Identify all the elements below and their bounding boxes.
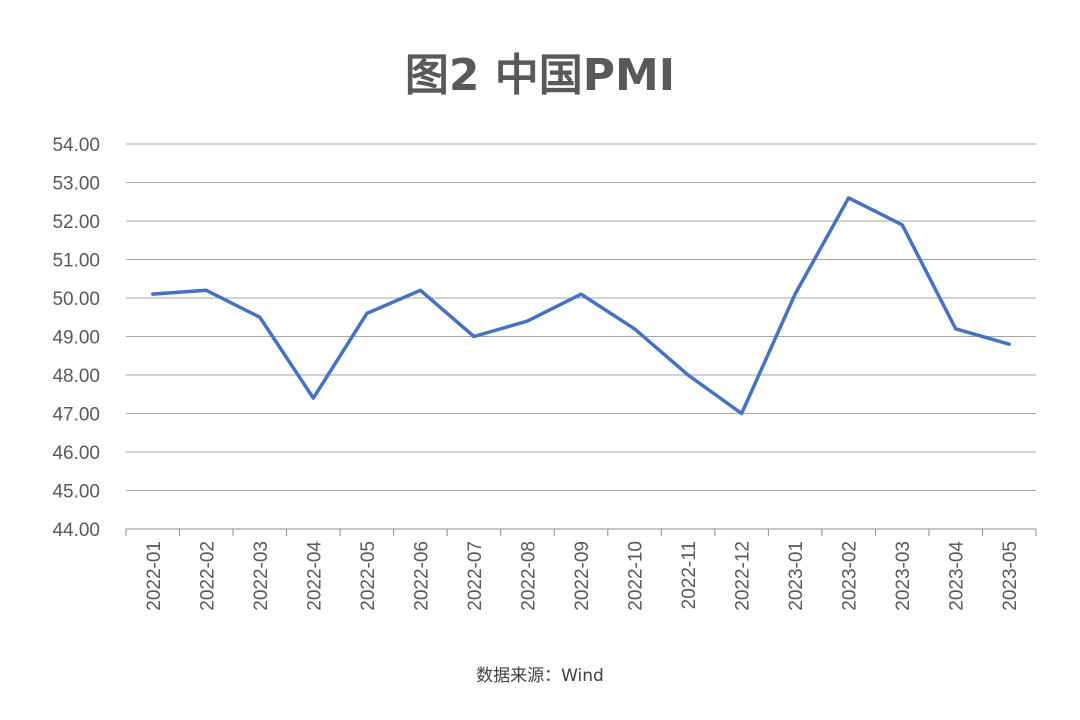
y-tick-label: 53.00 [52, 174, 100, 195]
y-tick-label: 48.00 [52, 366, 100, 387]
x-tick-label: 2023-01 [786, 541, 807, 611]
y-tick-label: 54.00 [52, 135, 100, 156]
y-tick-label: 45.00 [52, 482, 100, 503]
y-tick-label: 50.00 [52, 289, 100, 310]
chart-title: 图2 中国PMI [405, 50, 675, 101]
y-tick-label: 46.00 [52, 443, 100, 464]
series-line [151, 196, 1011, 416]
x-tick-label: 2022-02 [197, 541, 218, 611]
x-tick-label: 2022-03 [251, 541, 272, 611]
x-tick-label: 2023-05 [1000, 541, 1021, 611]
x-tick-label: 2022-10 [626, 541, 647, 611]
x-tick-label: 2023-03 [893, 541, 914, 611]
x-tick-label: 2022-07 [465, 541, 486, 611]
x-tick-label: 2022-08 [518, 541, 539, 611]
x-tick-label: 2023-04 [947, 541, 968, 611]
x-tick-label: 2022-09 [572, 541, 593, 611]
x-tick-label: 2022-01 [144, 541, 165, 611]
x-tick-label: 2022-06 [411, 541, 432, 611]
x-tick-label: 2022-12 [733, 541, 754, 611]
x-tick-label: 2023-02 [840, 541, 861, 611]
y-tick-label: 44.00 [52, 520, 100, 541]
y-tick-label: 47.00 [52, 405, 100, 426]
y-tick-label: 52.00 [52, 212, 100, 233]
x-tick-label: 2022-04 [304, 541, 325, 611]
source-note: 数据来源：Wind [476, 666, 604, 686]
x-tick-label: 2022-11 [679, 541, 700, 609]
y-tick-label: 51.00 [52, 251, 100, 272]
x-tick-label: 2022-05 [358, 541, 379, 611]
y-tick-label: 49.00 [52, 328, 100, 349]
